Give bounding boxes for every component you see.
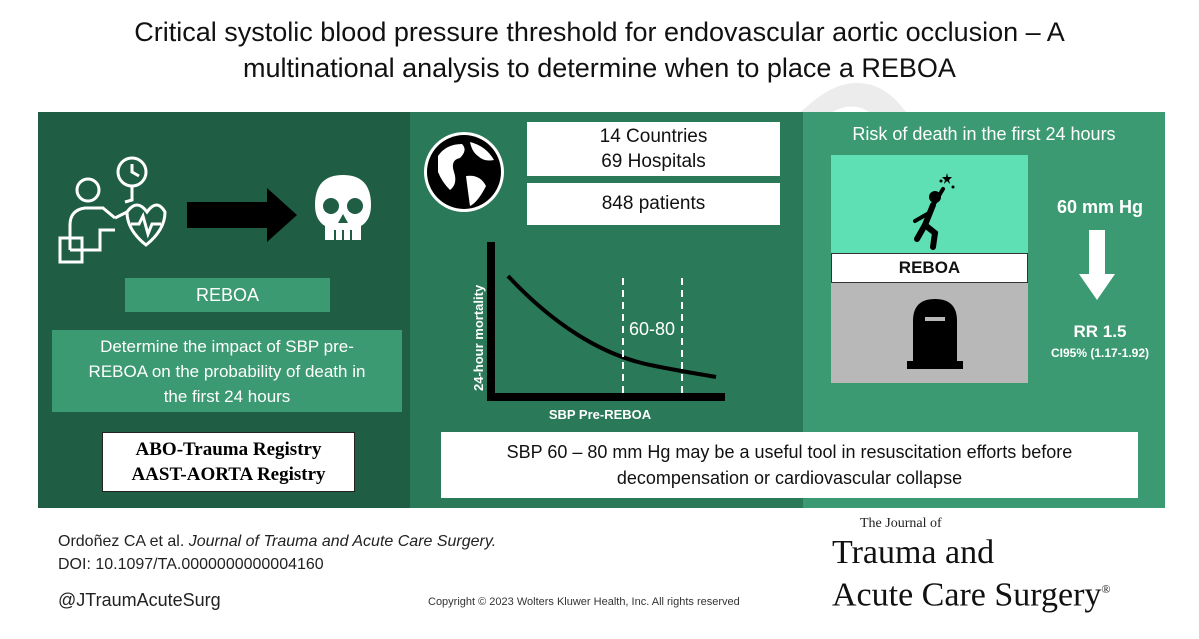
objective-line-1: Determine the impact of SBP pre- [100, 337, 354, 356]
arrow-down-icon [1079, 230, 1115, 300]
skull-icon [315, 175, 371, 240]
registered-mark: ® [1101, 582, 1111, 596]
objective-line-3: the first 24 hours [163, 387, 291, 406]
citation: Ordoñez CA et al. Journal of Trauma and … [58, 530, 496, 576]
graph-y-label: 24-hour mortality [471, 284, 486, 391]
registry-box: ABO-Trauma Registry AAST-AORTA Registry [102, 432, 355, 492]
patient-monitor-icon [58, 156, 167, 264]
citation-line: Ordoñez CA et al. Journal of Trauma and … [58, 530, 496, 553]
mortality-graph: 60-80 24-hour mortality SBP Pre-REBOA [471, 242, 725, 422]
reboa-divider-label: REBOA [831, 253, 1028, 283]
range-label: 60-80 [629, 319, 675, 339]
relative-risk: RR 1.5 [1073, 322, 1127, 341]
graph-x-label: SBP Pre-REBOA [549, 407, 652, 422]
objective-line-2: REBOA on the probability of death in [88, 362, 366, 381]
conclusion-line-1: SBP 60 – 80 mm Hg may be a useful tool i… [506, 442, 1073, 462]
arrow-right-icon [187, 188, 297, 242]
study-objective: Determine the impact of SBP pre- REBOA o… [52, 330, 402, 412]
title-line-1: Critical systolic blood pressure thresho… [134, 17, 1065, 47]
registry-line-1: ABO-Trauma Registry [135, 439, 322, 460]
journal-logo-line-2: Acute Care Surgery® [832, 571, 1111, 613]
citation-authors: Ordoñez CA et al. [58, 533, 189, 550]
left-panel-icons [58, 156, 371, 264]
conclusion-box: SBP 60 – 80 mm Hg may be a useful tool i… [441, 432, 1138, 498]
conclusion-line-2: decompensation or cardiovascular collaps… [616, 468, 963, 488]
risk-title: Risk of death in the first 24 hours [852, 124, 1116, 144]
registry-line-2: AAST-AORTA Registry [131, 464, 326, 485]
journal-logo: Trauma and Acute Care Surgery® [832, 535, 1111, 613]
infographic-title: Critical systolic blood pressure thresho… [0, 14, 1199, 86]
hospitals-count: 69 Hospitals [601, 151, 706, 172]
confidence-interval: CI95% (1.17-1.92) [1050, 346, 1150, 360]
globe-icon [424, 132, 504, 212]
citation-journal: Journal of Trauma and Acute Care Surgery… [188, 533, 497, 550]
doi: DOI: 10.1097/TA.0000000000004160 [58, 556, 324, 573]
reboa-label: REBOA [125, 278, 330, 312]
twitter-handle[interactable]: @JTraumAcuteSurg [58, 590, 221, 610]
patients-count: 848 patients [527, 183, 780, 225]
title-line-2: multinational analysis to determine when… [243, 53, 956, 83]
countries-count: 14 Countries [599, 126, 708, 147]
survival-box [831, 155, 1028, 253]
mortality-curve [506, 274, 717, 379]
copyright: Copyright © 2023 Wolters Kluwer Health, … [428, 596, 740, 608]
countries-hospitals-box: 14 Countries 69 Hospitals [527, 122, 780, 176]
threshold-value: 60 mm Hg [1056, 197, 1144, 217]
running-person-icon [913, 173, 955, 250]
journal-logo-line-2-text: Acute Care Surgery [832, 576, 1102, 614]
death-box [831, 283, 1028, 383]
journal-logo-line-1: Trauma and [832, 534, 995, 571]
tombstone-icon [907, 299, 963, 369]
journal-logo-small: The Journal of [860, 516, 942, 531]
